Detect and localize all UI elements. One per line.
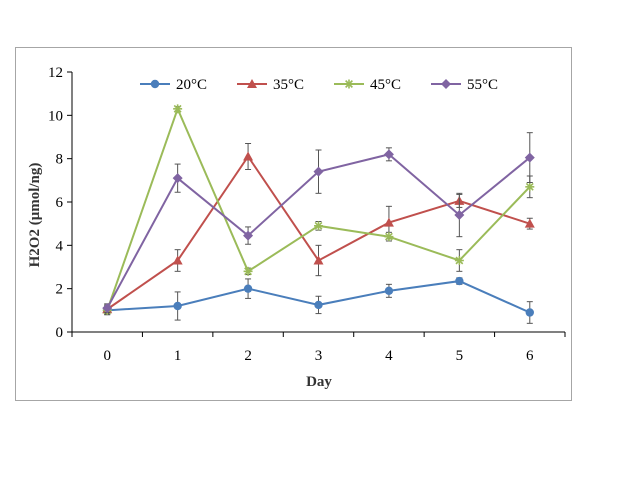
legend-marker (441, 79, 451, 89)
y-tick-label: 6 (56, 195, 64, 211)
y-axis-title: H2O2 (μmol/ng) (27, 163, 43, 268)
legend-marker (344, 79, 354, 89)
legend-marker (247, 79, 257, 88)
y-tick-label: 4 (56, 238, 64, 254)
legend-label: 20°C (176, 77, 207, 93)
legend-item: 35°C (237, 77, 304, 93)
data-point (525, 182, 535, 192)
data-point (313, 166, 324, 177)
data-point (102, 303, 113, 314)
data-point (454, 210, 465, 220)
y-tick-label: 12 (48, 65, 63, 81)
data-point (173, 104, 183, 114)
y-tick-label: 0 (56, 325, 64, 341)
legend-marker (150, 79, 160, 89)
data-point (243, 284, 253, 293)
series-3 (102, 132, 535, 314)
legend-item: 20°C (140, 77, 207, 93)
data-point (243, 266, 253, 276)
data-point (173, 301, 182, 311)
data-point (524, 152, 535, 163)
data-point (454, 256, 464, 265)
y-tick-label: 8 (56, 152, 64, 168)
chart-frame (15, 47, 572, 401)
x-tick-label: 6 (526, 348, 534, 364)
data-point (172, 255, 183, 265)
series-group (102, 104, 535, 324)
data-point (314, 300, 323, 310)
legend-label: 45°C (370, 77, 401, 93)
x-tick-label: 3 (315, 348, 323, 364)
x-tick-label: 1 (174, 348, 182, 364)
legend-label: 55°C (467, 77, 498, 93)
legend-item: 45°C (334, 77, 401, 93)
legend-label: 35°C (273, 77, 304, 93)
data-point (525, 308, 534, 317)
x-tick-label: 4 (385, 348, 393, 364)
legend: 20°C 35°C 45°C 55°C (140, 77, 498, 93)
y-tick-label: 10 (48, 108, 63, 124)
data-point (313, 255, 324, 265)
data-point (384, 232, 394, 242)
data-point (524, 218, 535, 228)
data-point (243, 151, 254, 161)
x-axis-title: Day (306, 374, 332, 390)
data-point (384, 286, 394, 296)
x-tick-label: 2 (244, 348, 252, 364)
data-point (243, 230, 254, 241)
data-point (172, 173, 183, 184)
data-point (455, 276, 464, 286)
legend-item: 55°C (431, 77, 498, 93)
data-point (314, 221, 323, 231)
x-tick-label: 0 (103, 348, 111, 364)
series-0 (103, 276, 534, 324)
data-point (383, 149, 394, 160)
y-tick-label: 2 (56, 282, 64, 298)
data-point (383, 217, 394, 227)
series-2 (102, 104, 535, 316)
x-tick-label: 5 (456, 348, 464, 364)
